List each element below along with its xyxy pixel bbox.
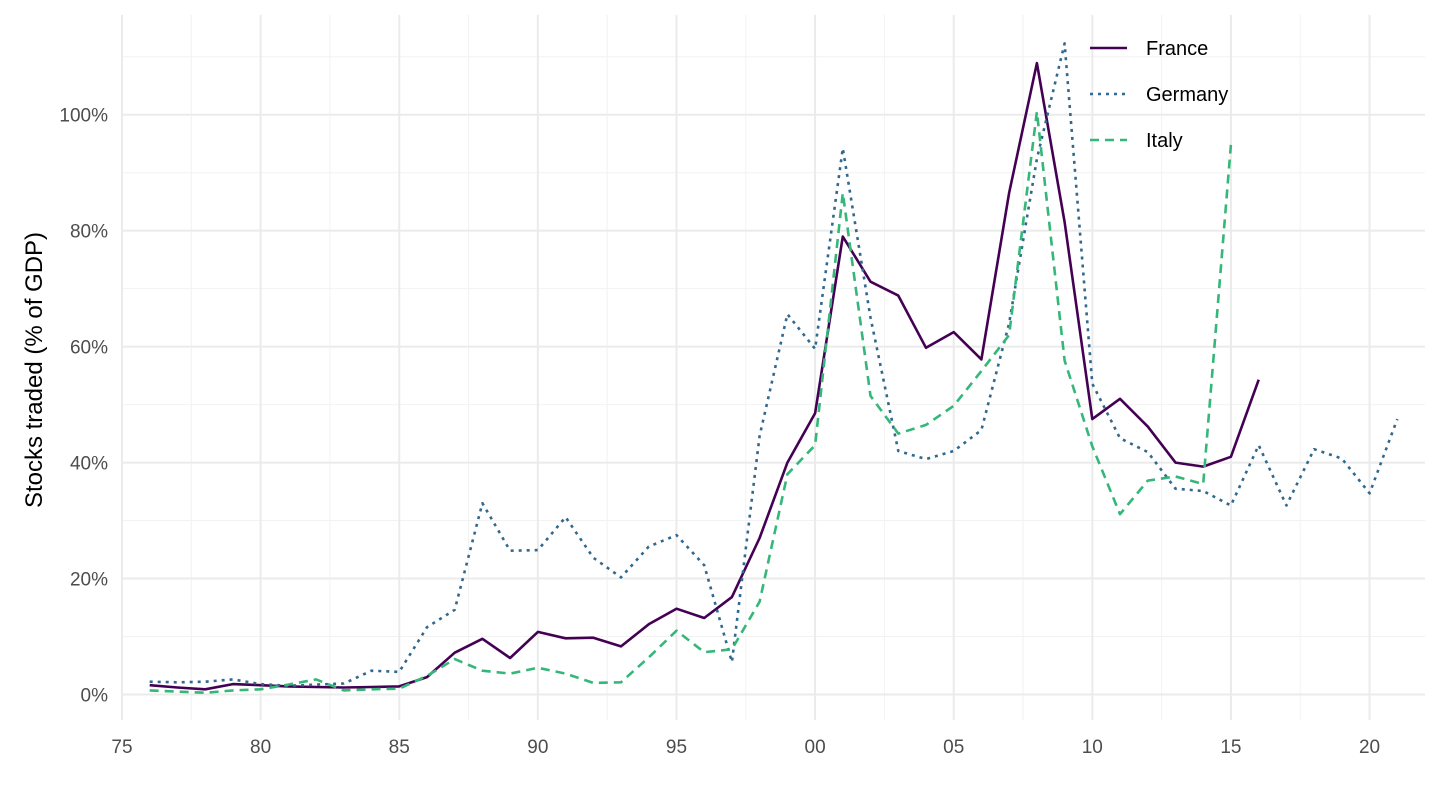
y-tick-label: 80% <box>70 222 108 243</box>
x-tick-label: 95 <box>666 737 687 758</box>
x-tick-label: 75 <box>111 737 132 758</box>
legend: France Germany Italy <box>1090 38 1228 152</box>
x-tick-label: 20 <box>1359 737 1380 758</box>
y-tick-label: 20% <box>70 570 108 591</box>
y-tick-label: 0% <box>81 685 109 706</box>
x-tick-label: 85 <box>389 737 410 758</box>
x-tick-label: 80 <box>250 737 271 758</box>
legend-label-france: France <box>1146 38 1208 60</box>
series-line-germany <box>149 42 1399 688</box>
x-tick-label: 90 <box>527 737 548 758</box>
x-tick-label: 05 <box>943 737 964 758</box>
legend-label-germany: Germany <box>1146 84 1228 106</box>
series-lines <box>149 42 1399 695</box>
y-tick-label: 40% <box>70 454 108 475</box>
x-axis-tick-labels: 75 80 85 90 95 00 05 10 15 20 <box>111 737 1380 758</box>
series-line-italy <box>149 110 1233 695</box>
y-tick-label: 100% <box>59 106 108 127</box>
legend-label-italy: Italy <box>1146 130 1183 152</box>
minor-gridlines <box>122 15 1425 720</box>
x-tick-label: 00 <box>805 737 826 758</box>
y-axis-title: Stocks traded (% of GDP) <box>21 232 48 508</box>
y-tick-label: 60% <box>70 338 108 359</box>
major-gridlines <box>121 15 1425 720</box>
x-tick-label: 10 <box>1082 737 1103 758</box>
x-tick-label: 15 <box>1220 737 1241 758</box>
y-axis-tick-labels: 0% 20% 40% 60% 80% 100% <box>59 106 108 707</box>
